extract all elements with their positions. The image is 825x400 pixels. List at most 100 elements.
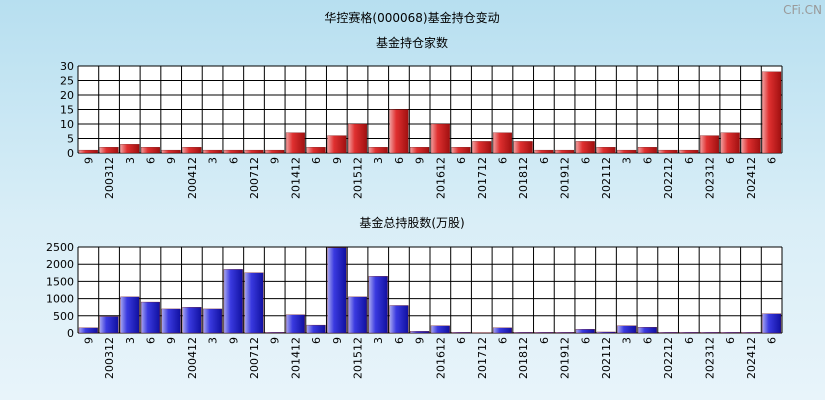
shares-ytick-label: 1500 [46, 275, 74, 288]
shares-xtick-label: 6 [496, 337, 509, 344]
shares-xtick-label: 9 [227, 337, 240, 344]
holders-xtick-label: 200412 [186, 157, 199, 199]
holders-bar [575, 141, 595, 154]
holders-xtick-label: 6 [641, 157, 654, 164]
holders-ytick-label: 25 [60, 75, 74, 88]
holders-bar [223, 149, 243, 154]
holders-bar [472, 141, 492, 154]
holders-bar [658, 149, 678, 154]
shares-xtick-label: 9 [165, 337, 178, 344]
holders-bar [161, 149, 181, 154]
shares-bar [555, 332, 575, 334]
shares-bar [120, 296, 140, 334]
shares-bar [140, 301, 160, 334]
holders-bar [327, 135, 347, 154]
holders-bar [720, 132, 740, 154]
shares-xtick-label: 6 [310, 337, 323, 344]
shares-bar [637, 327, 657, 334]
shares-xtick-label: 6 [455, 337, 468, 344]
holders-xtick-label: 6 [310, 157, 323, 164]
holders-xtick-label: 6 [724, 157, 737, 164]
holders-bar [182, 147, 202, 154]
shares-xtick-label: 6 [393, 337, 406, 344]
holders-bar [555, 149, 575, 154]
holders-ytick-label: 15 [60, 104, 74, 117]
holders-ytick-label: 5 [67, 133, 74, 146]
shares-xtick-label: 9 [269, 337, 282, 344]
holders-bar [120, 144, 140, 154]
holders-bar [410, 147, 430, 154]
holders-bar [679, 149, 699, 154]
shares-xtick-label: 3 [372, 337, 385, 344]
shares-xtick-label: 202112 [600, 337, 613, 379]
holders-xtick-label: 201912 [559, 157, 572, 199]
holders-xtick-label: 6 [455, 157, 468, 164]
shares-xtick-label: 201912 [559, 337, 572, 379]
shares-ytick-label: 1000 [46, 293, 74, 306]
holders-xtick-label: 3 [372, 157, 385, 164]
shares-bar [430, 325, 450, 334]
chart2-title: 基金总持股数(万股) [359, 215, 464, 230]
shares-bar [265, 332, 285, 334]
shares-ytick-label: 0 [67, 327, 74, 340]
holders-xtick-label: 9 [331, 157, 344, 164]
shares-bar [720, 332, 740, 334]
holders-bar [348, 123, 368, 154]
shares-xtick-label: 200312 [103, 337, 116, 379]
shares-xtick-label: 200712 [248, 337, 261, 379]
shares-xtick-label: 6 [641, 337, 654, 344]
holders-xtick-label: 9 [414, 157, 427, 164]
shares-xtick-label: 9 [414, 337, 427, 344]
holders-bar [637, 147, 657, 154]
shares-xtick-label: 201412 [289, 337, 302, 379]
holders-xtick-label: 6 [144, 157, 157, 164]
holders-xtick-label: 3 [124, 157, 137, 164]
holders-bar [265, 149, 285, 154]
holders-xtick-label: 6 [683, 157, 696, 164]
shares-bar [327, 247, 347, 334]
holders-xtick-label: 6 [766, 157, 779, 164]
shares-xtick-label: 201712 [476, 337, 489, 379]
shares-bar [451, 332, 471, 334]
shares-xtick-label: 6 [144, 337, 157, 344]
shares-bar [368, 276, 388, 334]
holders-ytick-label: 30 [60, 60, 74, 73]
holders-bar [140, 147, 160, 154]
shares-bar [596, 331, 616, 334]
shares-bar [285, 314, 305, 334]
holders-xtick-label: 202412 [745, 157, 758, 199]
shares-bar [99, 316, 119, 334]
holders-xtick-label: 201512 [352, 157, 365, 199]
shares-bar [410, 331, 430, 334]
holders-xtick-label: 6 [227, 157, 240, 164]
shares-bar [203, 308, 223, 334]
holders-xtick-label: 202112 [600, 157, 613, 199]
holders-bar [430, 123, 450, 154]
shares-xtick-label: 6 [766, 337, 779, 344]
shares-bar [306, 324, 326, 334]
holders-xtick-label: 3 [621, 157, 634, 164]
holders-xtick-label: 201712 [476, 157, 489, 199]
shares-bar [182, 307, 202, 334]
holders-bar [513, 141, 533, 154]
shares-bar [348, 296, 368, 334]
holders-xtick-label: 9 [269, 157, 282, 164]
holders-xtick-label: 202212 [662, 157, 675, 199]
chart1-title: 基金持仓家数 [376, 35, 448, 50]
holders-xtick-label: 201812 [517, 157, 530, 199]
shares-bar [741, 332, 761, 334]
holders-bar [451, 147, 471, 154]
shares-bar [513, 332, 533, 334]
shares-bar [492, 327, 512, 334]
shares-bar [679, 332, 699, 334]
holders-xtick-label: 201412 [289, 157, 302, 199]
holders-ytick-label: 10 [60, 118, 74, 131]
holders-bar [99, 147, 119, 154]
holders-bar [762, 71, 782, 154]
holders-bar [596, 147, 616, 154]
shares-xtick-label: 202412 [745, 337, 758, 379]
holders-bar [389, 109, 409, 154]
holders-bar [285, 132, 305, 154]
